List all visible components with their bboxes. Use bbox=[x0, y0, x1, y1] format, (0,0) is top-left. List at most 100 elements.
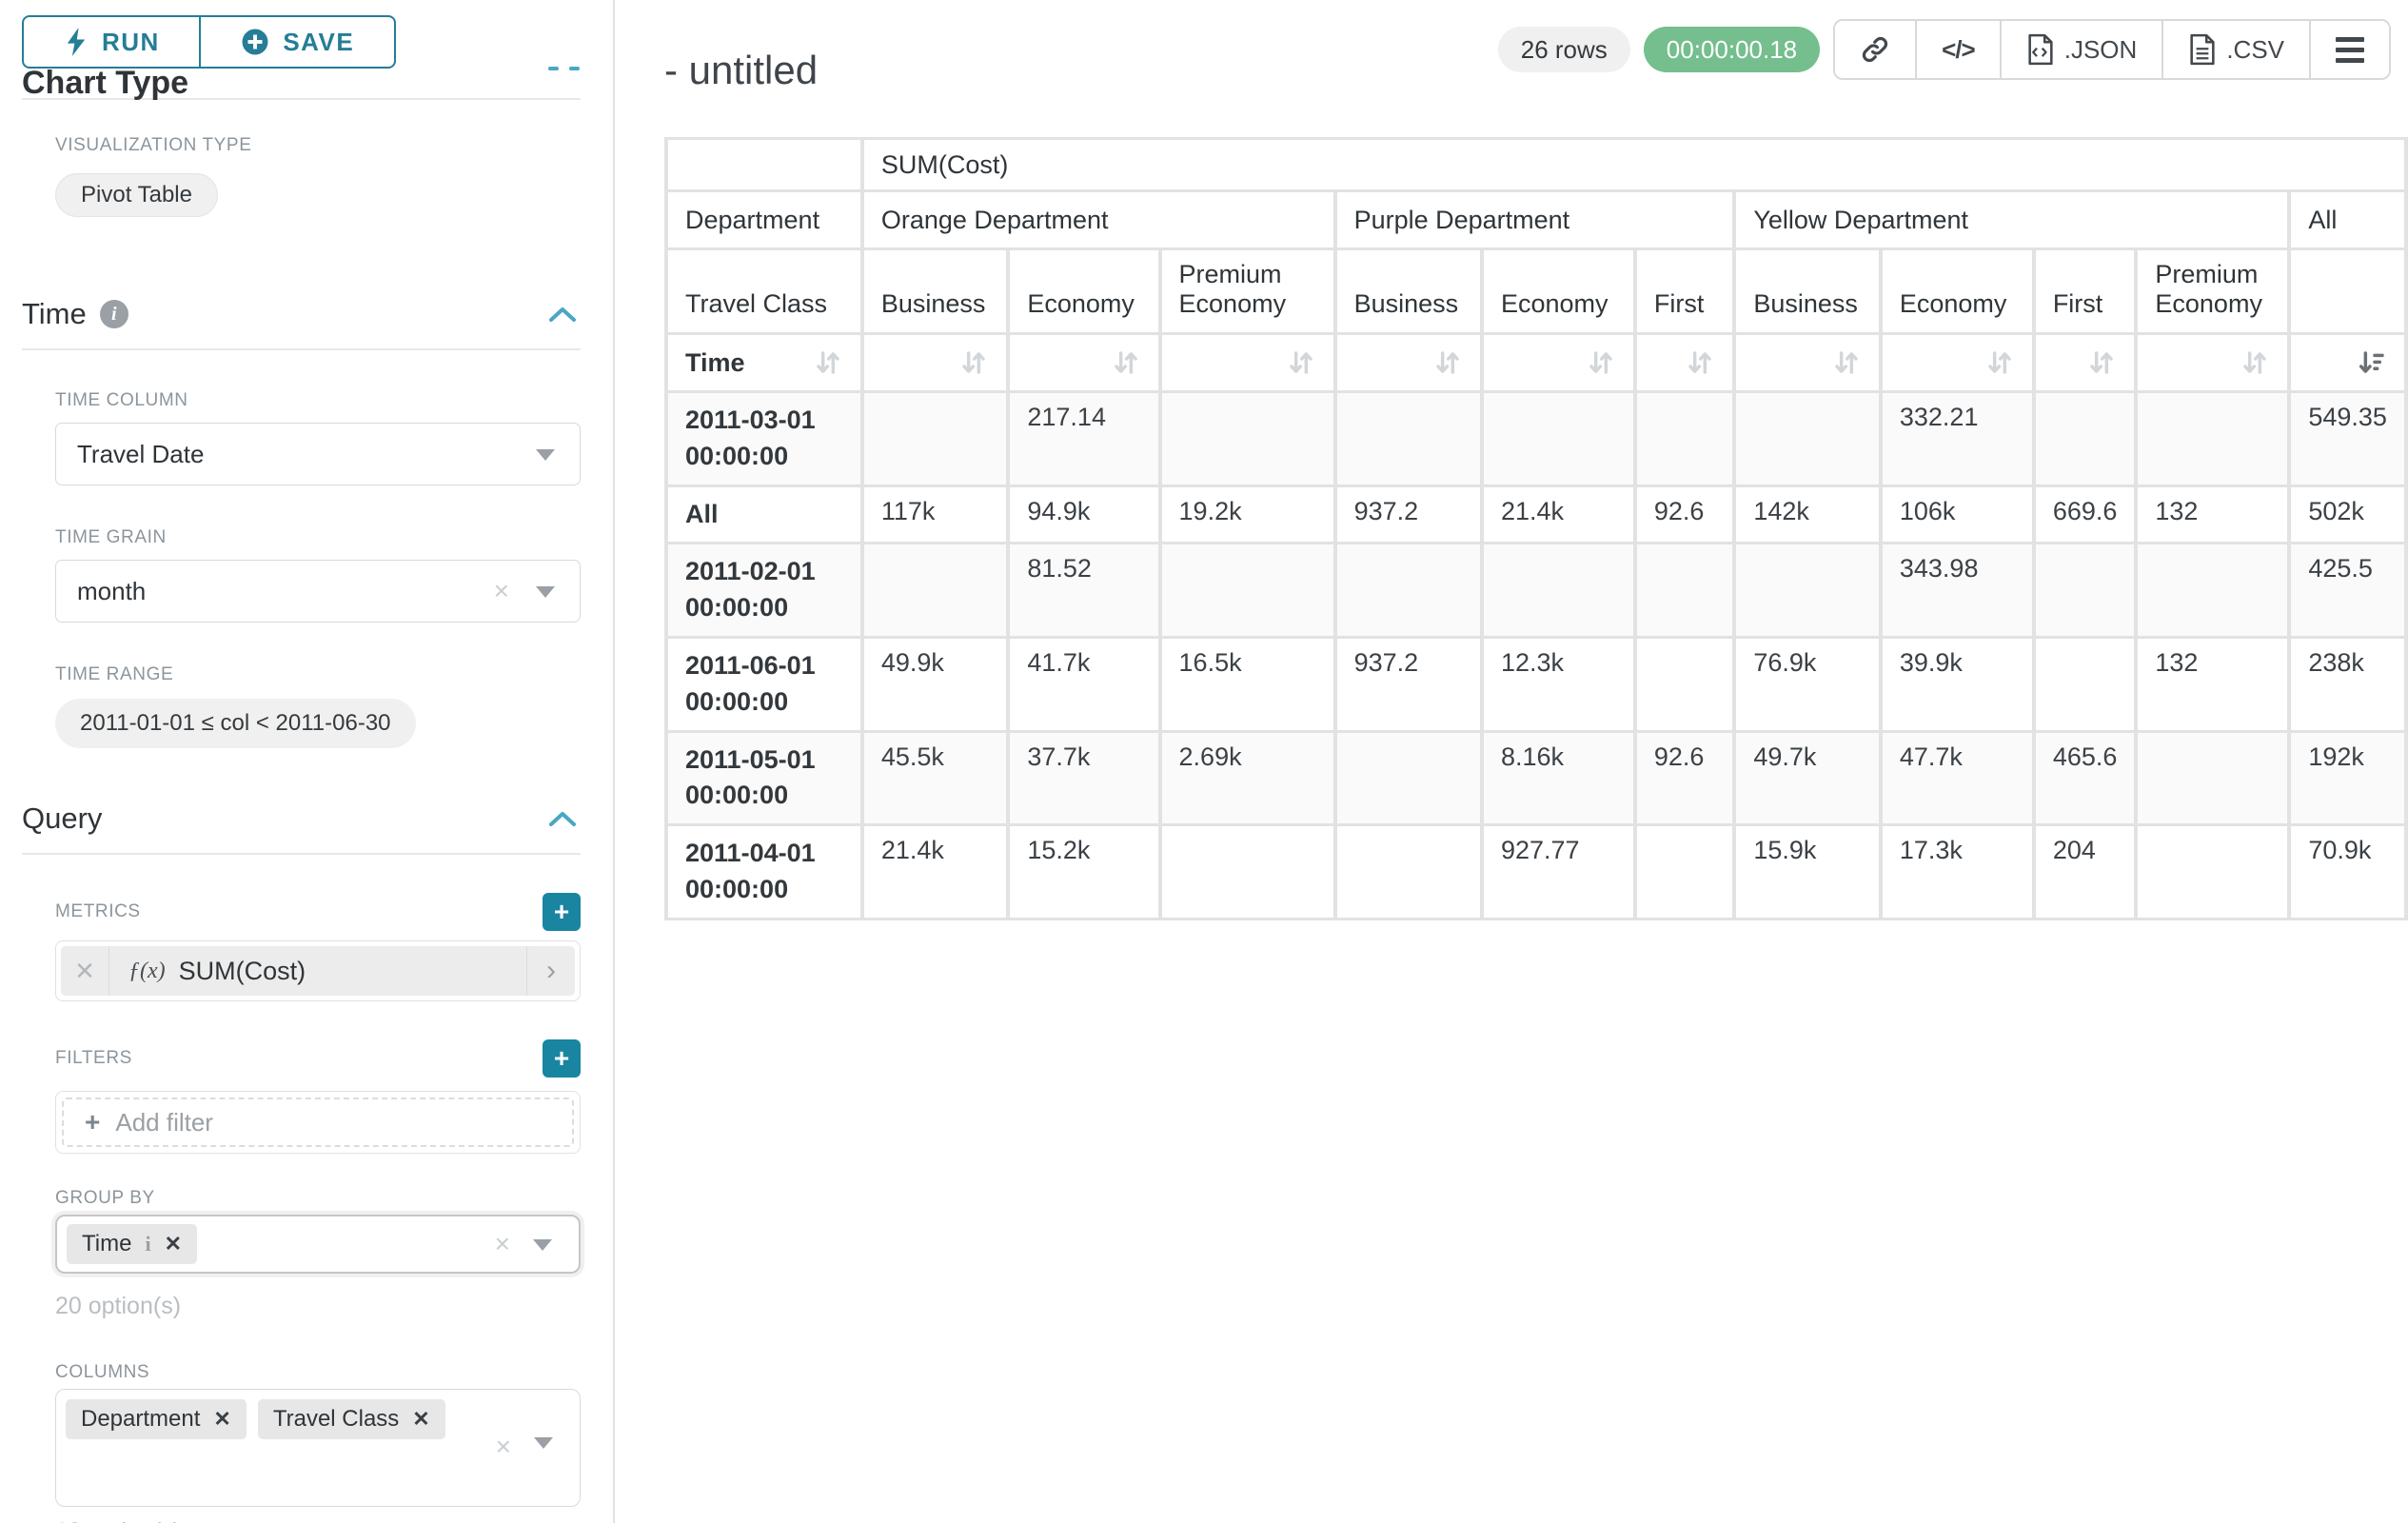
remove-tag-icon[interactable]: ✕ bbox=[412, 1407, 430, 1431]
clear-x-icon[interactable]: × bbox=[495, 1432, 511, 1461]
pivot-value-cell: 142k bbox=[1736, 486, 1879, 543]
pivot-value-cell bbox=[1736, 393, 1879, 485]
pivot-sorter-cell[interactable] bbox=[1882, 335, 2032, 390]
pivot-sorter-cell[interactable] bbox=[1161, 335, 1333, 390]
pivot-col-axis-label: Department bbox=[668, 192, 860, 247]
pivot-sorter-cell[interactable] bbox=[2035, 335, 2135, 390]
pivot-value-cell: 21.4k bbox=[1483, 486, 1633, 543]
menu-button[interactable] bbox=[2309, 21, 2389, 78]
export-json-label: .JSON bbox=[2063, 34, 2138, 64]
pivot-table-container: SUM(Cost) Department Orange Department Purp… bbox=[664, 137, 2408, 920]
group-by-tag[interactable]: Time i ✕ bbox=[67, 1224, 198, 1264]
pivot-sorter-cell[interactable] bbox=[1010, 335, 1158, 390]
chevron-right-icon[interactable]: › bbox=[526, 946, 575, 996]
run-button[interactable]: RUN bbox=[22, 15, 202, 69]
metric-name: SUM(Cost) bbox=[178, 956, 306, 985]
action-button-bar: RUN SAVE bbox=[22, 15, 397, 69]
sort-updown-icon[interactable] bbox=[813, 347, 843, 378]
time-grain-select[interactable]: month × bbox=[55, 560, 581, 623]
save-button[interactable]: SAVE bbox=[199, 15, 397, 69]
sort-updown-icon[interactable] bbox=[1586, 347, 1616, 378]
pivot-sorter-cell[interactable] bbox=[1636, 335, 1733, 390]
remove-tag-icon[interactable]: ✕ bbox=[213, 1407, 231, 1431]
export-json-button[interactable]: .JSON bbox=[1999, 21, 2162, 78]
sort-updown-icon[interactable] bbox=[1286, 347, 1316, 378]
pivot-value-cell bbox=[1336, 732, 1480, 824]
sort-updown-icon[interactable] bbox=[2086, 347, 2117, 378]
pivot-value-cell: 937.2 bbox=[1336, 638, 1480, 730]
pivot-value-cell bbox=[1736, 544, 1879, 636]
visualization-type-pill[interactable]: Pivot Table bbox=[55, 173, 218, 217]
sort-updown-icon[interactable] bbox=[1111, 347, 1141, 378]
pivot-value-cell: 12.3k bbox=[1483, 638, 1633, 730]
section-divider bbox=[22, 348, 581, 350]
pivot-value-cell: 465.6 bbox=[2035, 732, 2135, 824]
pivot-value-cell: 2.69k bbox=[1161, 732, 1333, 824]
pivot-leaf-header: First bbox=[2035, 250, 2135, 332]
pivot-value-cell bbox=[1483, 393, 1633, 485]
pivot-sorter-cell[interactable] bbox=[1483, 335, 1633, 390]
chart-title[interactable]: - untitled bbox=[664, 48, 819, 93]
columns-select[interactable]: Department ✕ Travel Class ✕ × bbox=[55, 1389, 581, 1507]
sort-updown-icon[interactable] bbox=[958, 347, 989, 378]
remove-tag-icon[interactable]: ✕ bbox=[164, 1232, 183, 1256]
pivot-value-cell: 41.7k bbox=[1010, 638, 1158, 730]
pivot-sorter-cell[interactable] bbox=[863, 335, 1007, 390]
control-panel-sidebar: Chart Type RUN SAVE VISUALIZATION TYPE P… bbox=[0, 0, 615, 1523]
chevron-up-icon[interactable] bbox=[548, 810, 577, 827]
sort-updown-icon[interactable] bbox=[2240, 347, 2270, 378]
remove-metric-icon[interactable]: ✕ bbox=[61, 946, 109, 996]
sort-descending-icon[interactable] bbox=[2357, 347, 2387, 378]
add-metric-button[interactable]: + bbox=[543, 893, 581, 931]
query-section-title: Query bbox=[22, 801, 103, 835]
columns-tag[interactable]: Travel Class ✕ bbox=[257, 1399, 445, 1439]
caret-down-icon bbox=[536, 449, 555, 461]
metric-pill[interactable]: ✕ ƒ(x) SUM(Cost) › bbox=[61, 946, 575, 996]
pivot-value-cell: 927.77 bbox=[1483, 826, 1633, 918]
clear-x-icon[interactable]: × bbox=[493, 576, 509, 605]
pivot-value-cell: 502k bbox=[2291, 486, 2404, 543]
collapse-caret-fragment-icon bbox=[548, 67, 559, 70]
caret-down-icon[interactable] bbox=[533, 1239, 552, 1251]
embed-code-button[interactable]: </> bbox=[1915, 21, 2000, 78]
columns-tag[interactable]: Department ✕ bbox=[66, 1399, 247, 1439]
group-by-select[interactable]: Time i ✕ × bbox=[55, 1215, 581, 1274]
pivot-table: SUM(Cost) Department Orange Department Purp… bbox=[664, 137, 2408, 920]
pivot-sorter-cell[interactable] bbox=[2291, 335, 2404, 390]
pivot-value-cell: 47.7k bbox=[1882, 732, 2032, 824]
pivot-value-cell: 94.9k bbox=[1010, 486, 1158, 543]
lightning-icon bbox=[67, 28, 86, 56]
time-column-select[interactable]: Travel Date bbox=[55, 423, 581, 485]
metrics-header-row: METRICS + bbox=[55, 893, 581, 931]
pivot-sorter-cell[interactable] bbox=[1736, 335, 1879, 390]
columns-options-hint: 19 option(s) bbox=[55, 1518, 581, 1523]
pivot-value-cell: 217.14 bbox=[1010, 393, 1158, 485]
group-by-options-hint: 20 option(s) bbox=[55, 1293, 182, 1319]
sort-updown-icon[interactable] bbox=[1984, 347, 2015, 378]
pivot-sorter-cell[interactable] bbox=[2138, 335, 2288, 390]
filters-label: FILTERS bbox=[55, 1048, 132, 1068]
caret-down-icon bbox=[536, 586, 555, 598]
pivot-leaf-header: Economy bbox=[1882, 250, 2032, 332]
clear-x-icon[interactable]: × bbox=[494, 1229, 510, 1258]
metrics-container: ✕ ƒ(x) SUM(Cost) › bbox=[55, 940, 581, 1001]
info-icon: i bbox=[99, 300, 128, 328]
pivot-sorter-cell[interactable] bbox=[1336, 335, 1480, 390]
pivot-value-cell: 204 bbox=[2035, 826, 2135, 918]
sort-updown-icon[interactable] bbox=[1831, 347, 1862, 378]
share-link-button[interactable] bbox=[1835, 21, 1916, 78]
visualization-type-label: VISUALIZATION TYPE bbox=[55, 135, 252, 155]
export-csv-button[interactable]: .CSV bbox=[2161, 21, 2309, 78]
sort-updown-icon[interactable] bbox=[1685, 347, 1715, 378]
time-range-pill[interactable]: 2011-01-01 ≤ col < 2011-06-30 bbox=[55, 699, 416, 748]
sort-updown-icon[interactable] bbox=[1432, 347, 1463, 378]
time-section-header: Time i bbox=[22, 297, 581, 331]
chevron-up-icon[interactable] bbox=[548, 306, 577, 323]
time-column-label: TIME COLUMN bbox=[55, 390, 188, 410]
export-button-group: </> .JSON .CSV bbox=[1833, 19, 2391, 80]
add-filter-button[interactable]: + bbox=[543, 1039, 581, 1078]
caret-down-icon[interactable] bbox=[534, 1437, 553, 1449]
add-filter-dropzone[interactable]: + Add filter bbox=[62, 1098, 574, 1147]
pivot-value-cell bbox=[1636, 544, 1733, 636]
